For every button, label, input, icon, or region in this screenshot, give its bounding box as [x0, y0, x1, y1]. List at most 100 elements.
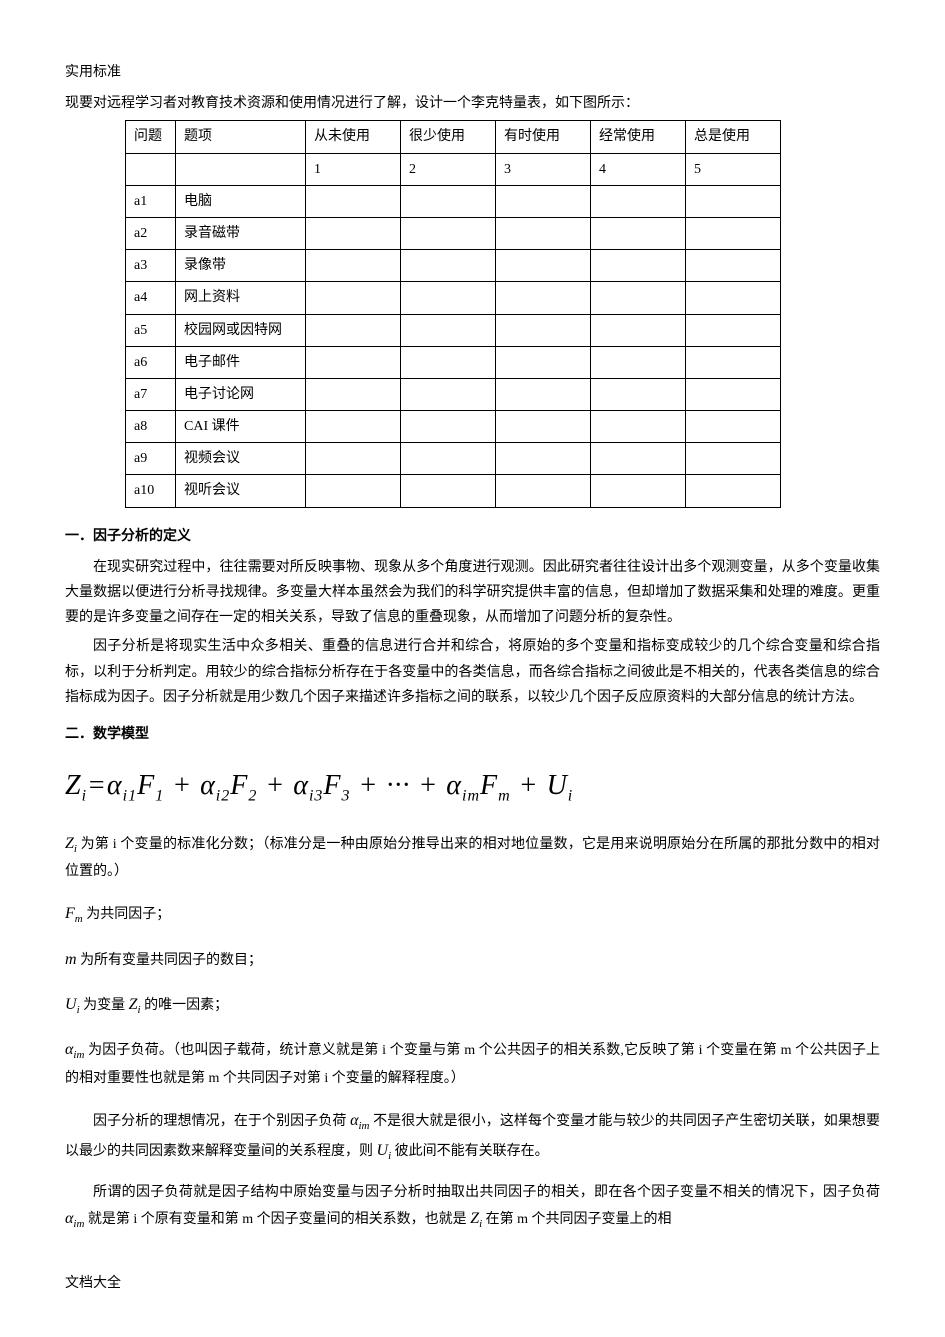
- cell-empty: [401, 282, 496, 314]
- cell-empty: [306, 217, 401, 249]
- cell-question: a7: [126, 378, 176, 410]
- scale-num-4: 4: [591, 153, 686, 185]
- cell-empty: [496, 185, 591, 217]
- table-row: a7电子讨论网: [126, 378, 781, 410]
- cell-empty: [686, 443, 781, 475]
- scale-num-1: 1: [306, 153, 401, 185]
- cell-empty: [401, 250, 496, 282]
- sub-im: im: [73, 1049, 84, 1061]
- cell-empty: [591, 282, 686, 314]
- section-1-paragraph-1: 在现实研究过程中，往往需要对所反映事物、现象从多个角度进行观测。因此研究者往往设…: [65, 555, 880, 631]
- cell-empty: [306, 314, 401, 346]
- cell-question: a6: [126, 346, 176, 378]
- blank-cell: [176, 153, 306, 185]
- p1-text-c: 彼此间不能有关联存在。: [391, 1144, 549, 1159]
- var-z2: Z: [129, 996, 138, 1013]
- definition-zi: Zi 为第 i 个变量的标准化分数；（标准分是一种由原始分推导出来的相对地位量数…: [65, 830, 880, 885]
- scale-num-2: 2: [401, 153, 496, 185]
- cell-empty: [686, 378, 781, 410]
- def-text-5: 为因子负荷。（也叫因子载荷，统计意义就是第 i 个变量与第 m 个公共因子的相关…: [65, 1043, 880, 1086]
- cell-empty: [306, 475, 401, 507]
- p2-text-b: 就是第 i 个原有变量和第 m 个因子变量间的相关系数，也就是: [84, 1212, 470, 1227]
- sub-im-p1: im: [359, 1120, 370, 1132]
- cell-item: 网上资料: [176, 282, 306, 314]
- cell-empty: [306, 250, 401, 282]
- intro-text: 现要对远程学习者对教育技术资源和使用情况进行了解，设计一个李克特量表，如下图所示…: [65, 91, 880, 116]
- th-question: 问题: [126, 121, 176, 153]
- cell-empty: [591, 314, 686, 346]
- cell-empty: [686, 314, 781, 346]
- cell-empty: [591, 217, 686, 249]
- cell-empty: [401, 443, 496, 475]
- cell-empty: [496, 282, 591, 314]
- cell-empty: [306, 443, 401, 475]
- def-text-4b: 的唯一因素；: [141, 998, 229, 1013]
- cell-empty: [591, 250, 686, 282]
- p1-text-a: 因子分析的理想情况，在于个别因子负荷: [93, 1114, 350, 1129]
- cell-empty: [591, 185, 686, 217]
- paragraph-ideal: 因子分析的理想情况，在于个别因子负荷 αim 不是很大就是很小，这样每个变量才能…: [65, 1107, 880, 1166]
- cell-empty: [591, 443, 686, 475]
- th-item: 题项: [176, 121, 306, 153]
- cell-empty: [401, 411, 496, 443]
- cell-empty: [496, 378, 591, 410]
- blank-cell: [126, 153, 176, 185]
- scale-num-5: 5: [686, 153, 781, 185]
- cell-empty: [306, 282, 401, 314]
- definition-fm: Fm 为共同因子；: [65, 900, 880, 930]
- cell-empty: [401, 217, 496, 249]
- cell-item: 电子讨论网: [176, 378, 306, 410]
- table-row: a4网上资料: [126, 282, 781, 314]
- def-text-4a: 为变量: [80, 998, 129, 1013]
- table-row: a5校园网或因特网: [126, 314, 781, 346]
- page-footer: 文档大全: [65, 1271, 880, 1296]
- th-scale1: 从未使用: [306, 121, 401, 153]
- cell-empty: [686, 282, 781, 314]
- cell-empty: [401, 185, 496, 217]
- cell-empty: [686, 250, 781, 282]
- sub-m: m: [75, 913, 83, 925]
- likert-table: 问题 题项 从未使用 很少使用 有时使用 经常使用 总是使用 1 2 3 4 5…: [125, 120, 781, 507]
- cell-empty: [591, 475, 686, 507]
- paragraph-loading: 所谓的因子负荷就是因子结构中原始变量与因子分析时抽取出共同因子的相关，即在各个因…: [65, 1180, 880, 1235]
- p2-text-a: 所谓的因子负荷就是因子结构中原始变量与因子分析时抽取出共同因子的相关，即在各个因…: [93, 1185, 880, 1200]
- cell-empty: [306, 378, 401, 410]
- cell-question: a8: [126, 411, 176, 443]
- scale-num-3: 3: [496, 153, 591, 185]
- cell-item: 视听会议: [176, 475, 306, 507]
- cell-empty: [591, 411, 686, 443]
- sub-im-p2: im: [73, 1218, 84, 1230]
- cell-item: 视频会议: [176, 443, 306, 475]
- cell-empty: [306, 411, 401, 443]
- cell-empty: [686, 217, 781, 249]
- def-text-3: 为所有变量共同因子的数目；: [77, 953, 263, 968]
- cell-empty: [496, 411, 591, 443]
- cell-empty: [686, 475, 781, 507]
- table-header-row: 问题 题项 从未使用 很少使用 有时使用 经常使用 总是使用: [126, 121, 781, 153]
- cell-item: 录像带: [176, 250, 306, 282]
- cell-question: a9: [126, 443, 176, 475]
- th-scale5: 总是使用: [686, 121, 781, 153]
- table-row: a3录像带: [126, 250, 781, 282]
- table-row: a9视频会议: [126, 443, 781, 475]
- page-header: 实用标准: [65, 60, 880, 85]
- table-row: a8CAI 课件: [126, 411, 781, 443]
- table-number-row: 1 2 3 4 5: [126, 153, 781, 185]
- cell-question: a5: [126, 314, 176, 346]
- def-text-2: 为共同因子；: [83, 907, 171, 922]
- cell-empty: [591, 346, 686, 378]
- cell-item: CAI 课件: [176, 411, 306, 443]
- cell-empty: [306, 346, 401, 378]
- definition-alpha: αim 为因子负荷。（也叫因子载荷，统计意义就是第 i 个变量与第 m 个公共因…: [65, 1036, 880, 1091]
- cell-empty: [401, 378, 496, 410]
- table-row: a6电子邮件: [126, 346, 781, 378]
- table-row: a2录音磁带: [126, 217, 781, 249]
- cell-empty: [496, 475, 591, 507]
- cell-item: 电子邮件: [176, 346, 306, 378]
- var-z-p2: Z: [470, 1210, 479, 1227]
- p2-text-c: 在第 m 个共同因子变量上的相: [482, 1212, 671, 1227]
- section-2-heading: 二．数学模型: [65, 722, 880, 747]
- def-text-1: 为第 i 个变量的标准化分数；（标准分是一种由原始分推导出来的相对地位量数，它是…: [65, 837, 880, 880]
- section-1-paragraph-2: 因子分析是将现实生活中众多相关、重叠的信息进行合并和综合，将原始的多个变量和指标…: [65, 634, 880, 710]
- section-1-heading: 一．因子分析的定义: [65, 524, 880, 549]
